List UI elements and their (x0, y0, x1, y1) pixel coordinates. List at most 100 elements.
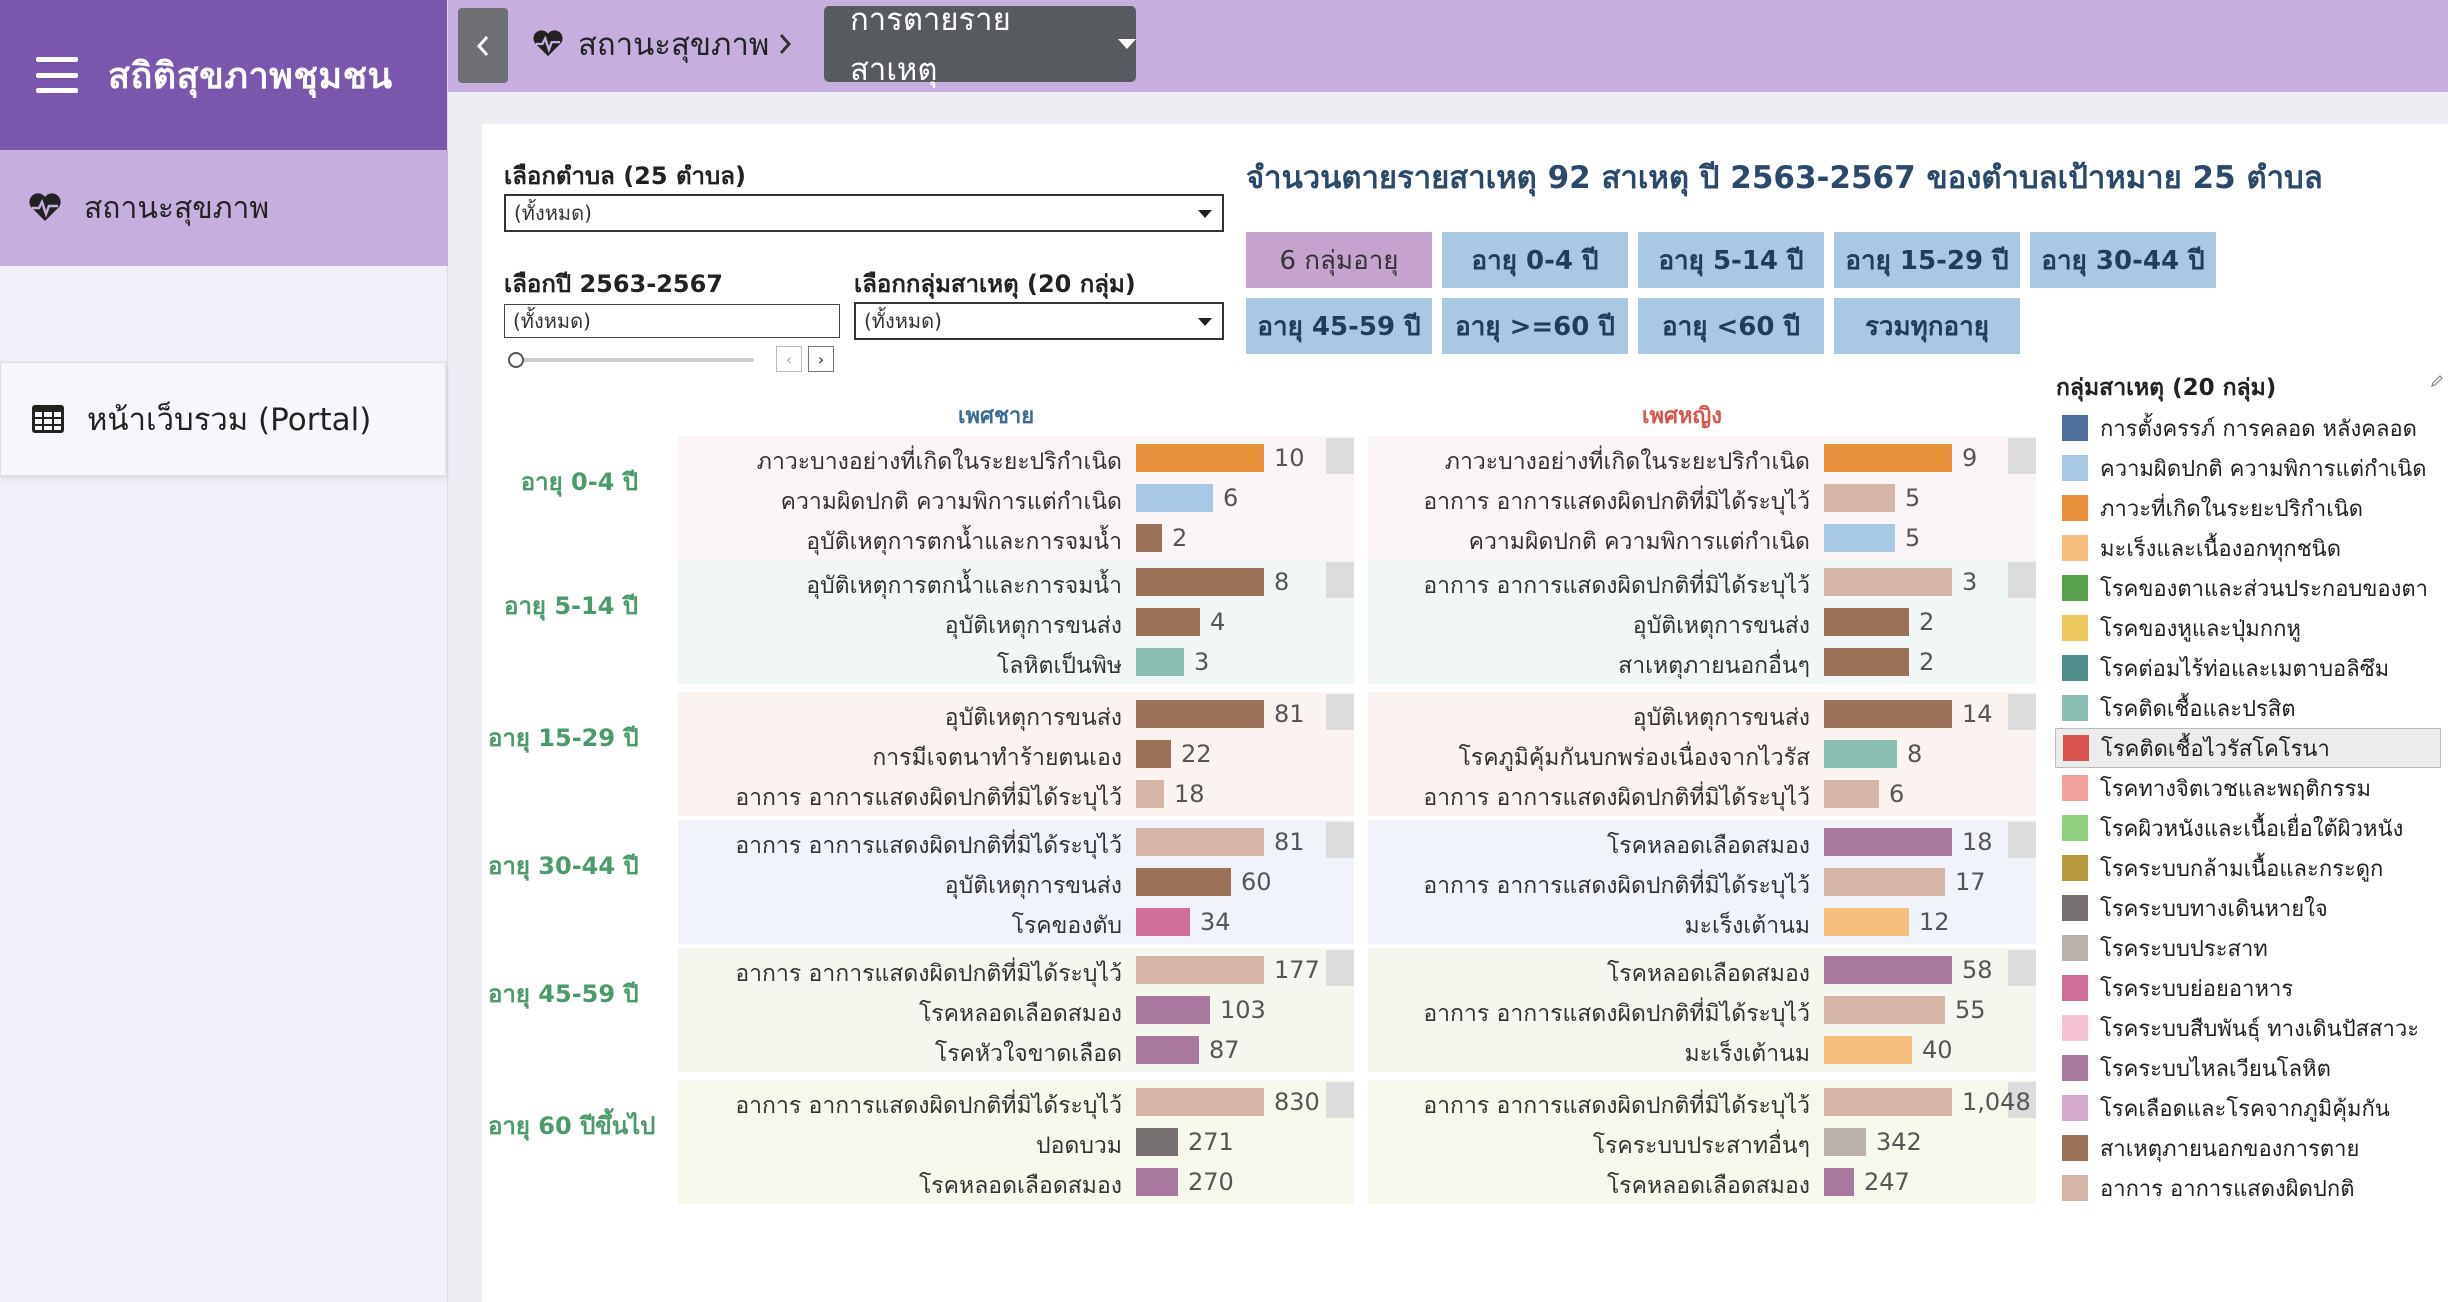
bar[interactable] (1136, 1128, 1178, 1156)
bar[interactable] (1136, 1088, 1264, 1116)
bar[interactable] (1824, 608, 1909, 636)
breadcrumb-health[interactable]: สถานะสุขภาพ (532, 20, 769, 68)
legend-item[interactable]: ภาวะที่เกิดในระยะปริกำเนิด (2062, 488, 2448, 528)
bar[interactable] (1824, 1128, 1866, 1156)
scrollbar[interactable] (2008, 694, 2036, 730)
legend-item[interactable]: โรคระบบสืบพันธุ์ ทางเดินปัสสาวะ (2062, 1008, 2448, 1048)
legend-item[interactable]: โรคระบบประสาท (2062, 928, 2448, 968)
cause-label: อาการ อาการแสดงผิดปกติที่มิได้ระบุไว้ (735, 785, 1122, 811)
bar[interactable] (1824, 1088, 1952, 1116)
bar-value-label: 5 (1905, 524, 1921, 552)
year-slider-handle[interactable] (508, 352, 524, 368)
scrollbar[interactable] (1326, 1082, 1354, 1118)
bar[interactable] (1136, 908, 1190, 936)
bar-value-label: 18 (1174, 780, 1205, 808)
legend-item[interactable]: โรคเลือดและโรคจากภูมิคุ้มกัน (2062, 1088, 2448, 1128)
bar[interactable] (1136, 868, 1231, 896)
bar[interactable] (1136, 484, 1213, 512)
year-next-button[interactable]: › (808, 346, 834, 372)
bar-value-label: 6 (1889, 780, 1905, 808)
bar[interactable] (1136, 828, 1264, 856)
bar-value-label: 18 (1962, 828, 1993, 856)
scrollbar[interactable] (2008, 822, 2036, 858)
sidebar-item-health-status[interactable]: สถานะสุขภาพ (0, 150, 448, 266)
year-prev-button[interactable]: ‹ (776, 346, 802, 372)
year-slider-track[interactable] (514, 358, 754, 362)
legend-item[interactable]: โรคต่อมไร้ท่อและเมตาบอลิซึม (2062, 648, 2448, 688)
bar[interactable] (1824, 524, 1895, 552)
scrollbar[interactable] (2008, 562, 2036, 598)
bar[interactable] (1824, 868, 1945, 896)
edit-pencil-icon[interactable] (2430, 374, 2444, 388)
bar[interactable] (1136, 780, 1164, 808)
age-button[interactable]: อายุ >=60 ปี (1442, 298, 1628, 354)
legend-item[interactable]: การตั้งครรภ์ การคลอด หลังคลอด (2062, 408, 2448, 448)
age-button[interactable]: อายุ <60 ปี (1638, 298, 1824, 354)
bar[interactable] (1136, 700, 1264, 728)
scrollbar[interactable] (1326, 438, 1354, 474)
age-button[interactable]: 6 กลุ่มอายุ (1246, 232, 1432, 288)
legend-item[interactable]: โรคของหูและปุ่มกกหู (2062, 608, 2448, 648)
scrollbar[interactable] (1326, 694, 1354, 730)
bar[interactable] (1136, 1168, 1178, 1196)
bar[interactable] (1136, 956, 1264, 984)
legend-item[interactable]: อาการ อาการแสดงผิดปกติ (2062, 1168, 2448, 1208)
bar[interactable] (1136, 996, 1210, 1024)
bar[interactable] (1136, 524, 1162, 552)
legend-item[interactable]: โรคระบบกล้ามเนื้อและกระดูก (2062, 848, 2448, 888)
bar[interactable] (1136, 648, 1184, 676)
bar[interactable] (1136, 1036, 1199, 1064)
bar[interactable] (1824, 908, 1909, 936)
legend-item[interactable]: โรคระบบย่อยอาหาร (2062, 968, 2448, 1008)
legend-item[interactable]: โรคติดเชื้อไวรัสโคโรนา (2055, 728, 2441, 768)
scrollbar[interactable] (2008, 1082, 2036, 1118)
scrollbar[interactable] (2008, 950, 2036, 986)
bar-value-label: 4 (1210, 608, 1226, 636)
legend-item[interactable]: มะเร็งและเนื้องอกทุกชนิด (2062, 528, 2448, 568)
bar[interactable] (1824, 568, 1952, 596)
sidebar-item-portal[interactable]: หน้าเว็บรวม (Portal) (0, 362, 446, 476)
scrollbar[interactable] (1326, 822, 1354, 858)
tambon-select[interactable]: (ทั้งหมด) (504, 194, 1224, 232)
legend-item[interactable]: ความผิดปกติ ความพิการแต่กำเนิด (2062, 448, 2448, 488)
age-button[interactable]: อายุ 15-29 ปี (1834, 232, 2020, 288)
bar[interactable] (1136, 740, 1171, 768)
bar[interactable] (1824, 1036, 1912, 1064)
age-group-label: อายุ 0-4 ปี (520, 468, 638, 496)
bar[interactable] (1824, 700, 1952, 728)
scrollbar[interactable] (2008, 438, 2036, 474)
legend-item[interactable]: โรคผิวหนังและเนื้อเยื่อใต้ผิวหนัง (2062, 808, 2448, 848)
bar[interactable] (1824, 1168, 1854, 1196)
back-button[interactable] (458, 8, 508, 83)
age-button[interactable]: อายุ 0-4 ปี (1442, 232, 1628, 288)
legend-item[interactable]: โรคติดเชื้อและปรสิต (2062, 688, 2448, 728)
bar[interactable] (1136, 608, 1200, 636)
bar[interactable] (1824, 484, 1895, 512)
bar[interactable] (1824, 780, 1879, 808)
legend-item[interactable]: โรคระบบทางเดินหายใจ (2062, 888, 2448, 928)
legend-item[interactable]: โรคระบบไหลเวียนโลหิต (2062, 1048, 2448, 1088)
legend-item[interactable]: โรคทางจิตเวชและพฤติกรรม (2062, 768, 2448, 808)
age-button[interactable]: อายุ 30-44 ปี (2030, 232, 2216, 288)
bar[interactable] (1824, 828, 1952, 856)
dropdown-arrow-icon (1198, 210, 1212, 218)
cause-group-select[interactable]: (ทั้งหมด) (854, 302, 1224, 340)
scrollbar[interactable] (1326, 950, 1354, 986)
hamburger-menu-icon[interactable] (36, 57, 78, 93)
legend-item[interactable]: โรคของตาและส่วนประกอบของตา (2062, 568, 2448, 608)
bar[interactable] (1824, 956, 1952, 984)
age-button[interactable]: อายุ 45-59 ปี (1246, 298, 1432, 354)
bar[interactable] (1136, 568, 1264, 596)
bar[interactable] (1824, 740, 1897, 768)
legend-item[interactable]: สาเหตุภายนอกของการตาย (2062, 1128, 2448, 1168)
bar[interactable] (1824, 444, 1952, 472)
year-select[interactable]: (ทั้งหมด) (504, 304, 840, 338)
cause-label: อุบัติเหตุการขนส่ง (1632, 613, 1810, 639)
bar[interactable] (1824, 996, 1945, 1024)
bar[interactable] (1824, 648, 1909, 676)
breadcrumb-current-dropdown[interactable]: การตายรายสาเหตุ (824, 2, 1136, 88)
age-button[interactable]: อายุ 5-14 ปี (1638, 232, 1824, 288)
scrollbar[interactable] (1326, 562, 1354, 598)
age-button[interactable]: รวมทุกอายุ (1834, 298, 2020, 354)
bar[interactable] (1136, 444, 1264, 472)
